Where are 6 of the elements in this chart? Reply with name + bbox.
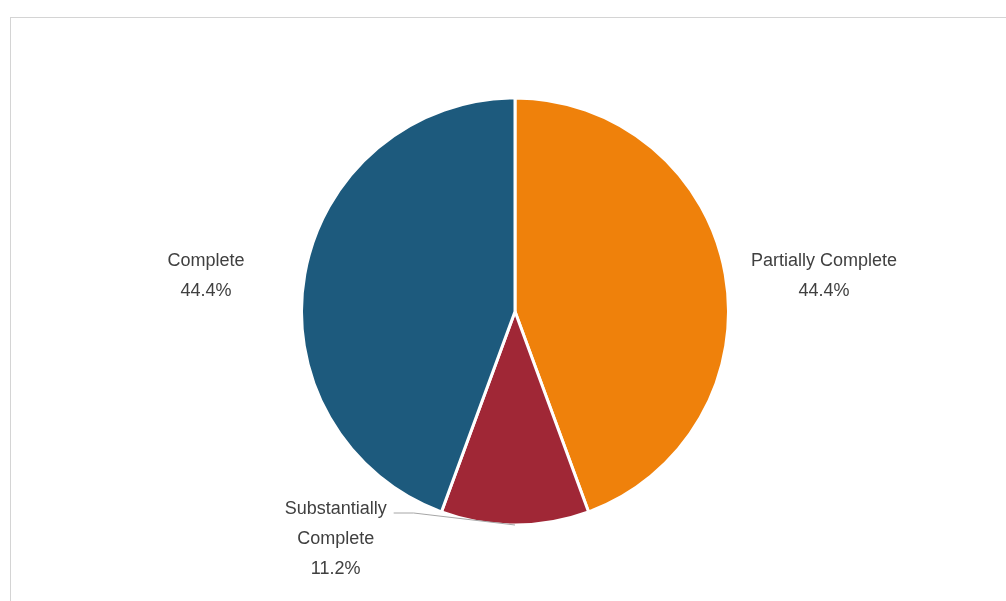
data-label: 44.4% [180, 279, 232, 300]
slice-label: Complete [167, 249, 245, 270]
slice-label: Partially Complete [750, 249, 898, 270]
slice-label: Substantially Complete [284, 497, 387, 548]
data-label: 11.2% [310, 557, 361, 578]
data-label: 44.4% [798, 279, 850, 300]
